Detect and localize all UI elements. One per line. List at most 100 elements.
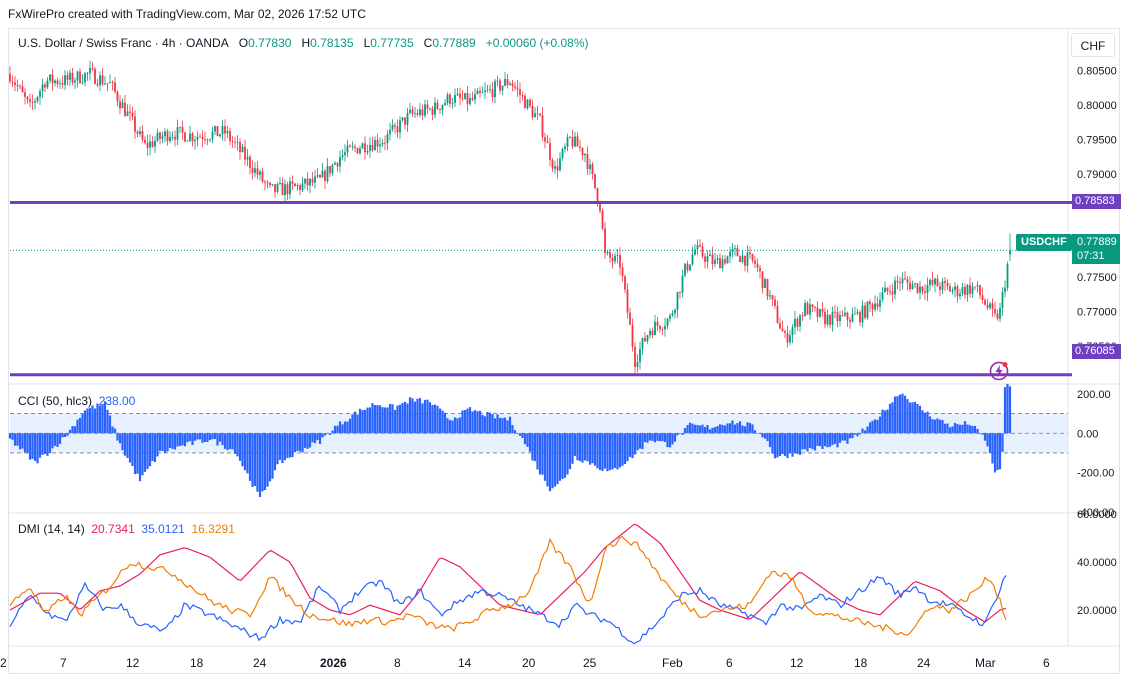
cci-bar xyxy=(493,418,497,434)
cci-bar xyxy=(296,433,299,451)
candle xyxy=(764,279,766,288)
cci-bar xyxy=(793,433,797,453)
candle xyxy=(41,84,44,92)
candle xyxy=(899,282,901,284)
candle xyxy=(761,271,764,288)
candle xyxy=(26,96,29,100)
candle xyxy=(796,318,799,327)
cci-bar xyxy=(91,405,94,434)
cci-bar xyxy=(938,419,942,434)
cci-bar xyxy=(486,411,489,434)
cci-bar xyxy=(116,433,119,441)
cci-bar xyxy=(543,433,547,481)
candle xyxy=(576,136,579,147)
cci-bar xyxy=(371,403,374,434)
candle xyxy=(216,126,219,137)
cci-bar xyxy=(271,433,274,479)
cci-bar xyxy=(586,433,589,462)
candle xyxy=(784,331,786,334)
cci-bar xyxy=(801,433,804,450)
candle xyxy=(561,148,564,159)
cci-bar xyxy=(611,433,614,470)
cci-bar xyxy=(238,433,242,461)
candle xyxy=(406,112,409,125)
candle xyxy=(226,130,229,134)
candle xyxy=(504,79,506,86)
cci-bar xyxy=(171,433,174,449)
candle xyxy=(689,264,691,271)
candle xyxy=(589,164,591,169)
cci-bar xyxy=(996,433,999,471)
candle xyxy=(386,134,389,144)
cci-bar xyxy=(113,428,117,434)
candle xyxy=(896,280,899,283)
candle xyxy=(236,142,239,143)
cci-bar xyxy=(941,419,944,434)
cci-bar xyxy=(898,394,902,434)
cci-bar xyxy=(906,399,909,434)
cci-bar xyxy=(281,433,284,464)
cci-bar xyxy=(726,423,729,434)
candle xyxy=(444,102,446,106)
candle xyxy=(971,286,974,294)
cci-bar xyxy=(236,433,239,457)
cci-bar xyxy=(721,424,724,434)
cci-bar xyxy=(198,433,202,440)
candle xyxy=(596,188,599,203)
cci-bar xyxy=(731,420,734,434)
currency-button[interactable]: CHF xyxy=(1071,33,1115,57)
candle xyxy=(449,94,451,104)
countdown: 07:31 xyxy=(1077,250,1105,262)
cci-bar xyxy=(518,433,522,436)
time-tick-label: 6 xyxy=(1043,656,1050,670)
candle xyxy=(359,148,361,154)
cci-bar xyxy=(683,428,687,434)
candle xyxy=(296,185,299,187)
candle xyxy=(44,84,46,88)
candle xyxy=(664,325,666,330)
candle xyxy=(411,109,414,114)
candle xyxy=(166,131,169,142)
cci-bar xyxy=(618,433,622,468)
candle xyxy=(656,321,659,326)
cci-bar xyxy=(696,425,699,434)
cci-bar xyxy=(881,409,884,434)
cci-bar xyxy=(308,433,312,448)
candle xyxy=(574,136,576,147)
cci-bar xyxy=(903,395,907,434)
time-tick-label: 18 xyxy=(190,656,204,670)
candle xyxy=(29,99,31,102)
time-tick-label: 20 xyxy=(522,656,536,670)
candle xyxy=(116,91,119,102)
cci-value: 238.00 xyxy=(98,394,136,408)
candle xyxy=(611,258,614,262)
low-key: L xyxy=(363,36,371,50)
cci-bar xyxy=(311,433,314,443)
cci-bar xyxy=(401,402,404,434)
lightning-icon[interactable] xyxy=(989,361,1009,381)
cci-bar xyxy=(846,433,849,444)
candle xyxy=(124,102,126,116)
candle xyxy=(9,73,11,82)
candle xyxy=(864,305,866,318)
cci-bar xyxy=(151,433,154,462)
candle xyxy=(109,82,111,84)
cci-bar xyxy=(526,433,529,447)
candle xyxy=(366,151,369,153)
candle xyxy=(834,311,836,313)
cci-bar xyxy=(561,433,564,479)
candle xyxy=(799,315,801,327)
cci-bar xyxy=(261,433,264,492)
candle xyxy=(459,93,461,98)
candle xyxy=(791,327,794,336)
candle xyxy=(801,315,804,317)
candle xyxy=(179,126,181,128)
cci-bar xyxy=(98,405,102,434)
candle xyxy=(594,173,596,189)
cci-bar xyxy=(316,433,319,441)
cci-bar xyxy=(741,425,744,434)
cci-bar xyxy=(966,424,969,434)
cci-bar xyxy=(348,418,352,434)
candle xyxy=(999,307,1001,319)
